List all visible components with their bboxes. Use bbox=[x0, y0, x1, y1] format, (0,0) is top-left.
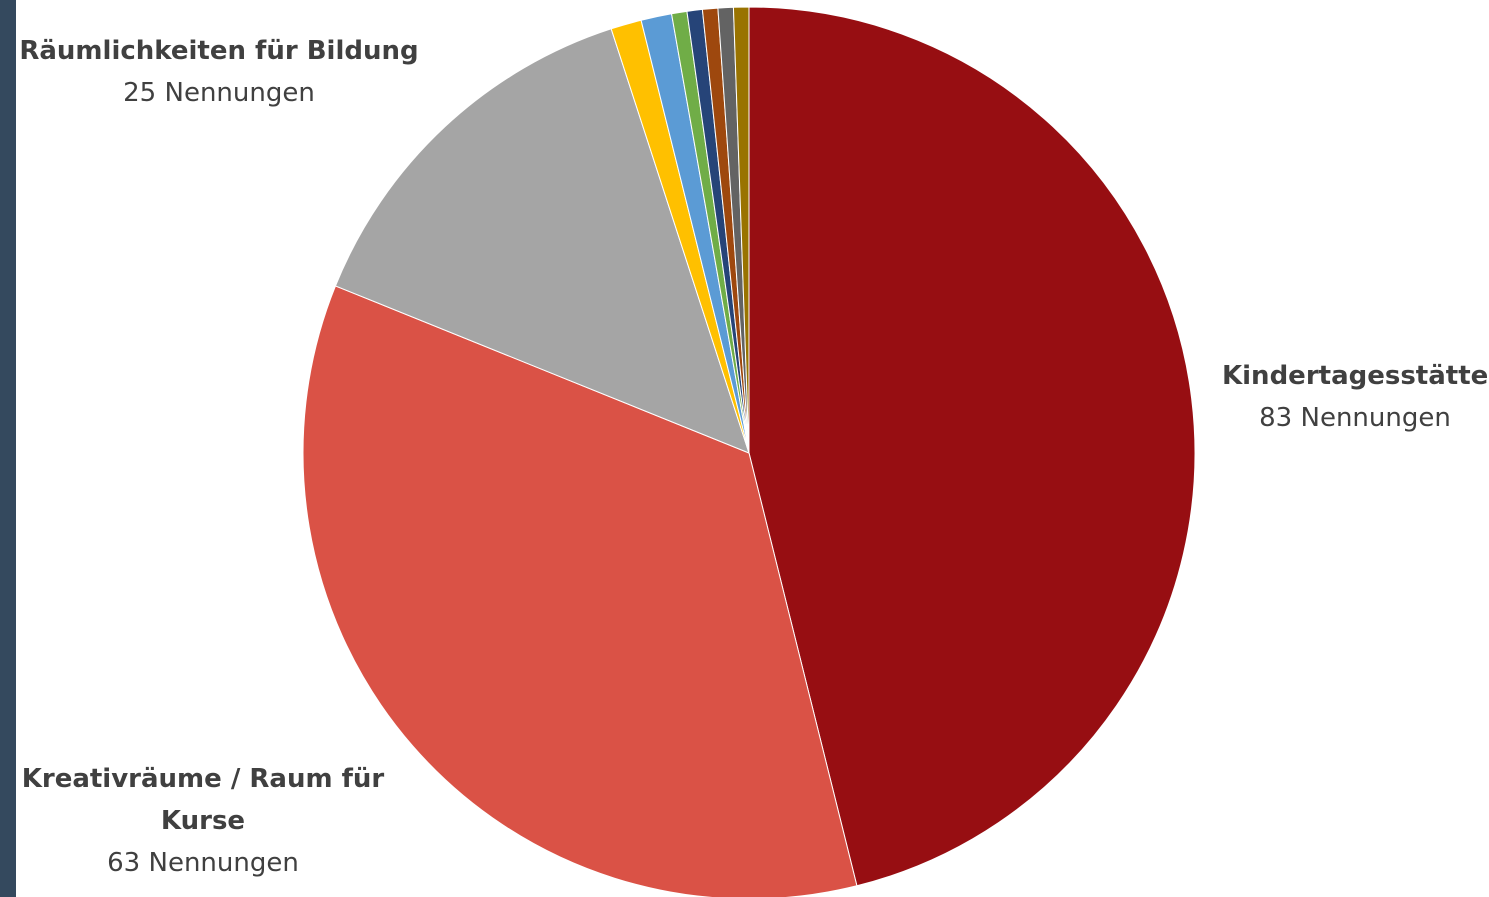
data-label-kindertagesstaette: Kindertagesstätte 83 Nennungen bbox=[1222, 355, 1488, 439]
slice-category-label: Räumlichkeiten für Bildung bbox=[19, 36, 419, 66]
slice-value-label: 83 bbox=[1259, 403, 1301, 433]
pie-slice-0 bbox=[748, 6, 1196, 887]
slice-unit-label: Nennungen bbox=[164, 78, 315, 108]
slice-category-label: Kreativräume / Raum für Kurse bbox=[21, 764, 385, 836]
slice-unit-label: Nennungen bbox=[148, 848, 299, 878]
pie-slices bbox=[302, 6, 1196, 897]
slice-value-label: 25 bbox=[123, 78, 165, 108]
pie-slice-1 bbox=[302, 285, 858, 897]
slice-unit-label: Nennungen bbox=[1300, 403, 1451, 433]
pie-slice-9 bbox=[732, 6, 750, 454]
slice-category-label: Kindertagesstätte bbox=[1222, 361, 1489, 391]
slice-value-label: 63 bbox=[107, 848, 149, 878]
data-label-kreativraeume: Kreativräume / Raum für Kurse 63 Nennung… bbox=[20, 758, 386, 884]
left-edge-bar bbox=[0, 0, 16, 897]
data-label-raeumlichkeiten-bildung: Räumlichkeiten für Bildung 25 Nennungen bbox=[18, 30, 420, 114]
